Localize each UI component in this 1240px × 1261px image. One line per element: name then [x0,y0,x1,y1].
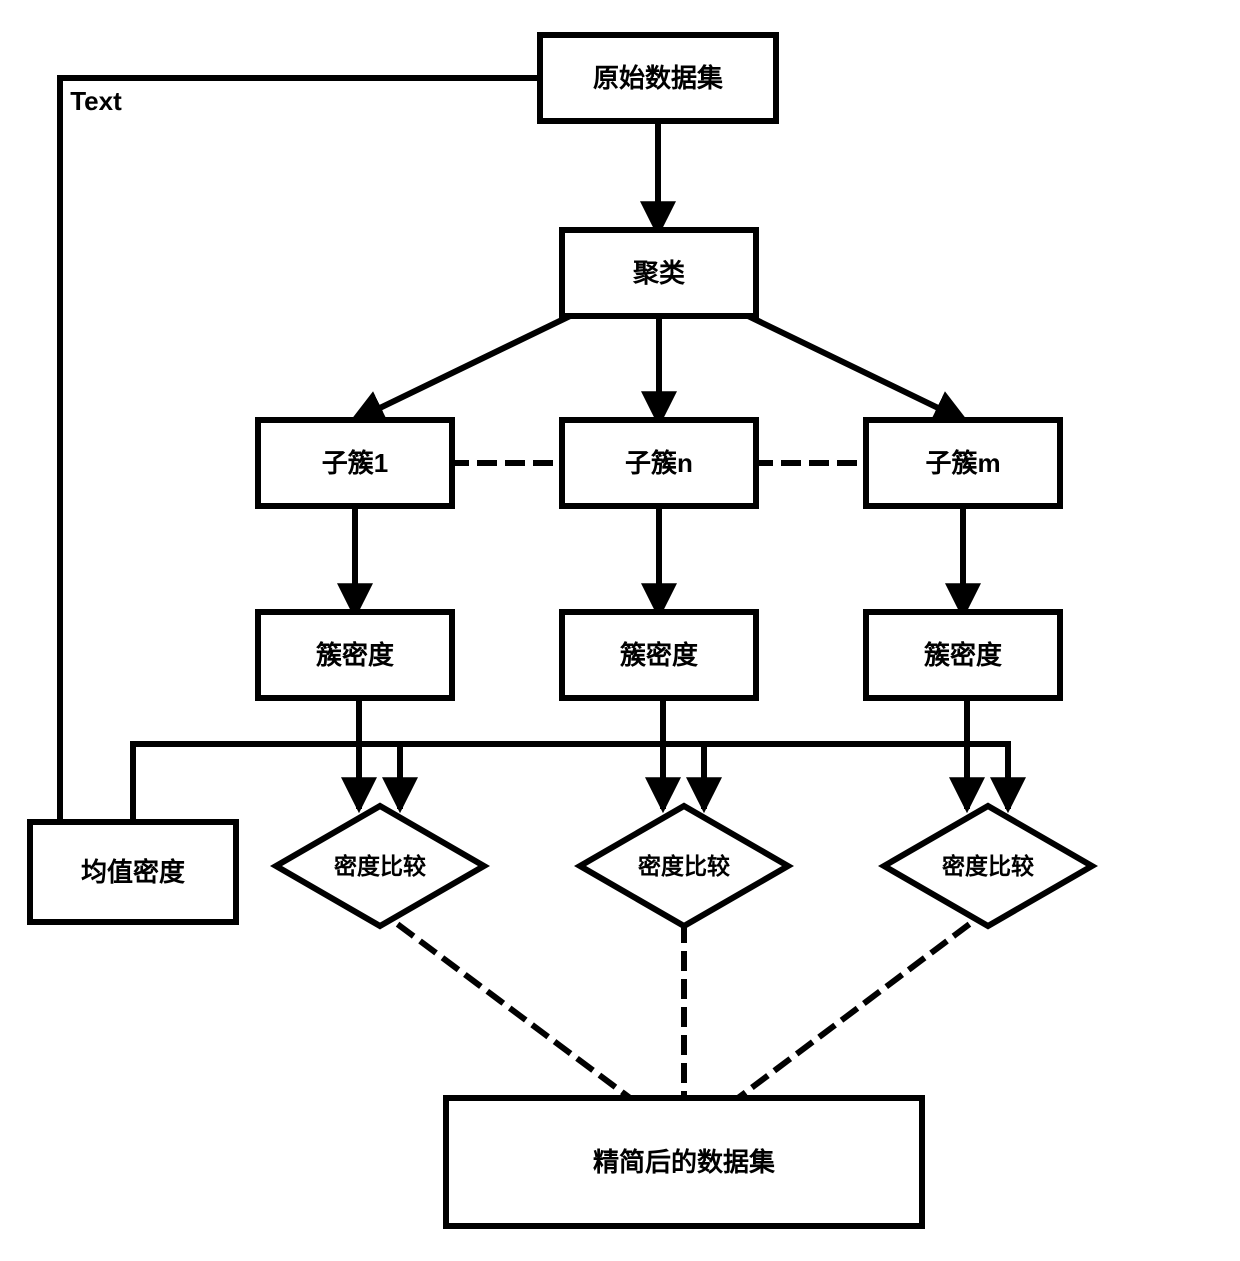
edge-cluster-sub1 [355,316,570,420]
edge-mean-bus [133,744,1008,822]
label-subn: 子簇n [625,448,693,478]
edge-cmp1-result [400,926,630,1098]
label-sub1: 子簇1 [322,448,388,478]
label-subm: 子簇m [925,448,1000,478]
label-cluster: 聚类 [632,258,685,288]
label-denn: 簇密度 [620,640,698,670]
label-raw: 原始数据集 [593,63,724,93]
flowchart-canvas: 原始数据集聚类子簇1 子簇n 子簇m 簇密度 簇密度 簇密度均值密度 密度比较 密度比较 密度比… [0,0,1240,1261]
label-cmp1: 密度比较 [334,853,426,879]
label-mean: 均值密度 [81,857,185,887]
label-den1: 簇密度 [316,640,394,670]
edge-cluster-subm [748,316,963,420]
label-denm: 簇密度 [924,640,1002,670]
edge-cmpm-result [738,926,967,1098]
edges [60,78,1008,1098]
annotation-text_label: Text [70,86,122,116]
label-cmpn: 密度比较 [638,853,730,879]
label-cmpm: 密度比较 [942,853,1034,879]
label-result: 精简后的数据集 [593,1147,776,1177]
